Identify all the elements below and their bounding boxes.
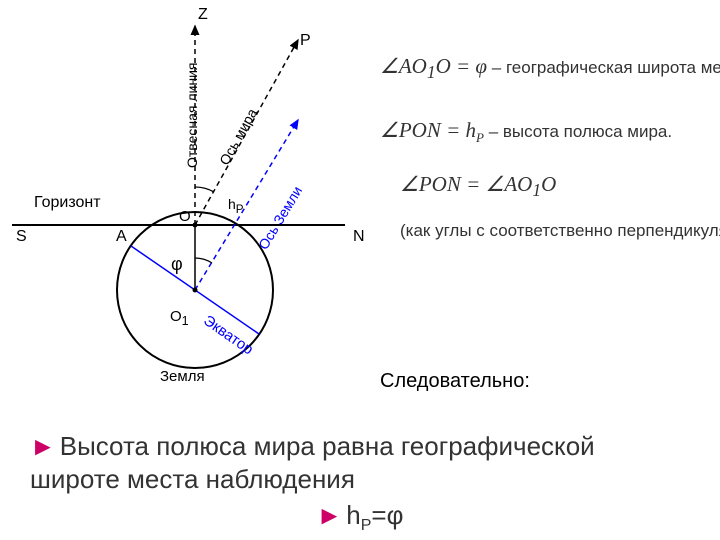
label-phi: φ [171, 254, 183, 275]
formula-1: ∠AO1O = φ – географическая широта места … [380, 54, 710, 83]
label-earth: Земля [160, 368, 205, 385]
bullet-icon: ► [317, 500, 343, 530]
formula-2: ∠PON = hP – высота полюса мира. [380, 118, 710, 146]
formula-3: ∠PON = ∠AO1O [400, 172, 556, 201]
label-hp: hP [228, 196, 244, 216]
conclusion-block: ►Высота полюса мира равна географической… [30, 430, 690, 536]
point-o1 [193, 288, 198, 293]
label-s: S [16, 228, 27, 246]
phi-arc [195, 258, 212, 263]
label-a: A [116, 228, 127, 246]
label-horizon: Горизонт [34, 194, 101, 212]
label-n: N [353, 228, 365, 246]
therefore-label: Следовательно: [380, 370, 530, 393]
bullet-icon: ► [30, 431, 56, 461]
formula-3-note: (как углы с соответственно перпендикуляр… [400, 220, 710, 242]
label-o: O [179, 208, 191, 225]
hp-arc [195, 187, 214, 192]
point-o [193, 223, 198, 228]
label-o1: O1 [170, 308, 189, 328]
label-z: Z [198, 6, 208, 24]
label-p: P [300, 32, 311, 50]
label-plumb: Отвесная линия [184, 63, 200, 168]
final-formula: ►hP=φ [30, 499, 690, 536]
